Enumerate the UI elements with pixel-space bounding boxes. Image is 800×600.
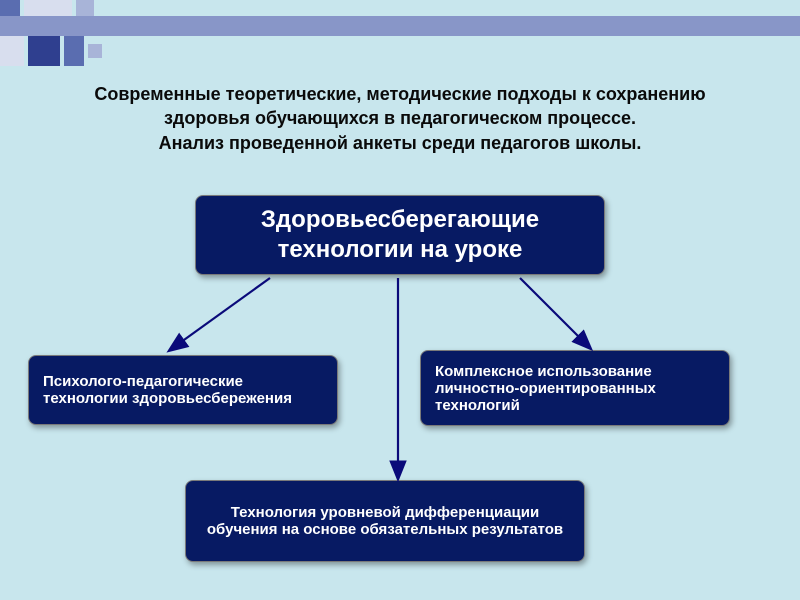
decor-square	[64, 36, 84, 66]
child-node-left: Психолого-педагогические технологии здор…	[28, 355, 338, 425]
decor-square	[0, 0, 20, 16]
child-node-right: Комплексное использование личностно-орие…	[420, 350, 730, 426]
root-node: Здоровьесберегающие технологии на уроке	[195, 195, 605, 275]
child-node-right-label: Комплексное использование личностно-орие…	[435, 363, 715, 414]
decor-square	[76, 0, 94, 16]
arrow	[520, 278, 590, 348]
child-node-left-label: Психолого-педагогические технологии здор…	[43, 373, 323, 407]
child-node-bottom-label: Технология уровневой дифференциации обуч…	[200, 504, 570, 538]
decor-square	[24, 0, 72, 16]
decor-square	[0, 36, 24, 66]
decor-square	[28, 36, 60, 66]
decor-square	[88, 44, 102, 58]
child-node-bottom: Технология уровневой дифференциации обуч…	[185, 480, 585, 562]
slide-title: Современные теоретические, методические …	[60, 82, 740, 155]
slide-canvas: Современные теоретические, методические …	[0, 0, 800, 600]
corner-decoration	[0, 0, 150, 70]
root-node-label: Здоровьесберегающие технологии на уроке	[210, 205, 590, 265]
arrow	[170, 278, 270, 350]
